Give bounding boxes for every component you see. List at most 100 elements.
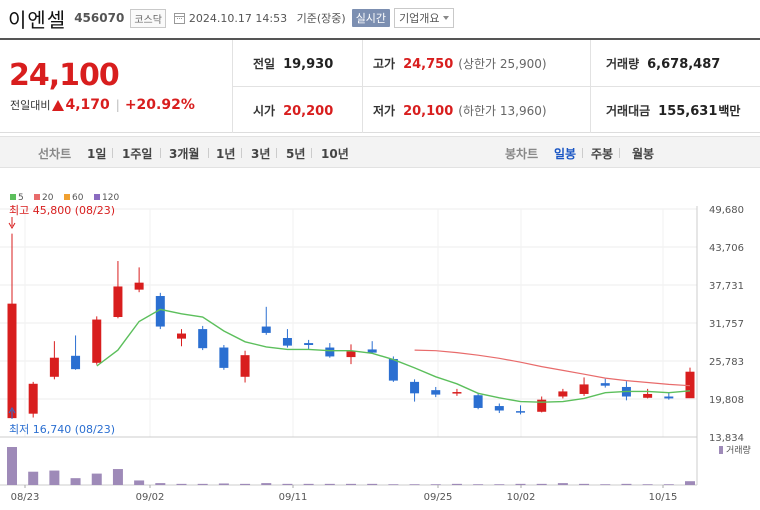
chart-legend: 5 20 60 120: [10, 193, 119, 203]
candle-body: [304, 343, 314, 345]
candle-body: [219, 347, 229, 368]
candle-body: [261, 326, 271, 333]
tab-period-3y[interactable]: 3년: [251, 147, 271, 161]
amount-cell: 거래대금 155,631 백만: [606, 102, 740, 119]
volume-bar: [388, 484, 399, 485]
volume-bar: [197, 483, 208, 485]
tab-candle-chart[interactable]: 봉차트: [505, 147, 539, 161]
candle-body: [643, 393, 653, 398]
tab-period-1w[interactable]: 1주일: [122, 147, 153, 161]
tab-line-chart[interactable]: 선차트: [38, 147, 72, 161]
tab-period-3m[interactable]: 3개월: [169, 147, 200, 161]
upper-limit: (상한가 25,900): [458, 57, 547, 71]
high-value: 24,750: [403, 57, 454, 72]
x-tick-label: 10/15: [649, 492, 678, 503]
candle-body: [346, 351, 356, 358]
candle-body: [579, 384, 589, 394]
y-tick-label: 13,834: [709, 433, 744, 444]
volume-bar: [70, 478, 81, 485]
low-label: 저가: [373, 104, 396, 118]
volume-bar: [494, 484, 505, 485]
candle-body: [113, 286, 123, 318]
y-tick-label: 31,757: [709, 319, 744, 330]
divider: [619, 148, 620, 158]
legend-label: 20: [42, 193, 54, 203]
up-triangle-icon: [52, 99, 65, 111]
volume-bar: [346, 483, 356, 485]
volume-bar: [91, 473, 102, 485]
candle-body: [516, 411, 525, 413]
volume-bar: [134, 480, 145, 485]
volume-bar: [49, 470, 60, 485]
volume-cell: 거래량 6,678,487: [606, 55, 720, 72]
x-tick-label: 10/02: [507, 492, 536, 503]
x-tick-label: 08/23: [11, 492, 40, 503]
tab-candle-weekly[interactable]: 주봉: [591, 147, 614, 161]
candle-body: [282, 337, 292, 346]
prev-close-cell: 전일 19,930: [253, 55, 333, 72]
tab-period-5y[interactable]: 5년: [286, 147, 306, 161]
tab-candle-daily[interactable]: 일봉: [554, 147, 577, 161]
volume-value: 6,678,487: [647, 57, 721, 72]
candle-body: [410, 381, 420, 394]
open-value: 20,200: [283, 104, 334, 119]
candle-body: [431, 390, 441, 395]
tab-period-1y[interactable]: 1년: [216, 147, 236, 161]
tab-period-10y[interactable]: 10년: [321, 147, 349, 161]
candle-body: [558, 391, 568, 397]
y-tick-label: 49,680: [709, 205, 744, 216]
candle-body: [494, 406, 504, 411]
volume-bar: [324, 483, 335, 485]
stock-name: 이엔셀: [8, 7, 67, 32]
prev-close-label: 전일: [253, 57, 276, 71]
high-label: 고가: [373, 57, 396, 71]
open-cell: 시가 20,200: [253, 102, 333, 119]
legend-label: 60: [72, 193, 84, 203]
company-overview-label: 기업개요: [399, 12, 440, 25]
lower-limit: (하한가 13,960): [458, 104, 547, 118]
volume-bar: [451, 483, 462, 485]
low-arrow-head: [8, 407, 16, 414]
volume-bar: [282, 483, 293, 485]
volume-bar: [176, 483, 187, 485]
high-annotation: 최고 45,800 (08/23): [9, 204, 115, 217]
ma20-line: [414, 349, 691, 387]
volume-bar: [621, 483, 632, 485]
volume-bar: [28, 471, 39, 485]
divider: [582, 148, 583, 158]
volume-bar: [430, 484, 441, 485]
company-overview-button[interactable]: 기업개요: [394, 8, 454, 28]
realtime-button[interactable]: 실시간: [351, 9, 391, 27]
low-value: 20,100: [403, 104, 454, 119]
candles: [7, 233, 695, 419]
volume-bar: [642, 484, 653, 485]
high-arrow-head: [8, 222, 16, 229]
volume-legend-swatch: [719, 446, 723, 454]
candle-body: [49, 357, 59, 377]
tab-period-1d[interactable]: 1일: [87, 147, 107, 161]
x-axis: 08/23 09/02 09/11 09/25 10/02 10/15: [11, 485, 678, 503]
y-tick-label: 43,706: [709, 243, 744, 254]
prev-close-value: 19,930: [283, 57, 334, 72]
volume-bar: [240, 483, 251, 485]
tab-candle-monthly[interactable]: 월봉: [632, 147, 655, 161]
candle-body: [155, 296, 165, 327]
price-chart[interactable]: 5 20 60 120 49,680 43,706 37,731 31,757 25,783 1…: [0, 188, 760, 510]
legend-label: 120: [102, 193, 119, 203]
price-panel: 24,100 전일대비 4,170 | +20.92% 전일 19,930 고가…: [0, 38, 760, 133]
market-badge: 코스닥: [130, 8, 166, 28]
change-percent: +20.92%: [124, 97, 195, 113]
quote-datetime: 2024.10.17 14:53 기준(장중): [189, 10, 346, 26]
change-row: 전일대비 4,170 | +20.92%: [10, 97, 195, 113]
volume-bars: 거래량: [7, 444, 751, 485]
high-cell: 고가 24,750 (상한가 25,900): [373, 55, 547, 72]
y-axis: 49,680 43,706 37,731 31,757 25,783 19,808 13,8…: [709, 205, 744, 444]
candle-body: [452, 392, 462, 394]
volume-bar: [685, 481, 695, 485]
volume-bar: [473, 484, 484, 485]
x-tick-label: 09/11: [279, 492, 308, 503]
legend-swatch: [10, 194, 16, 200]
candle-body: [92, 319, 102, 363]
y-tick-label: 25,783: [709, 357, 744, 368]
candle-body: [7, 303, 17, 419]
